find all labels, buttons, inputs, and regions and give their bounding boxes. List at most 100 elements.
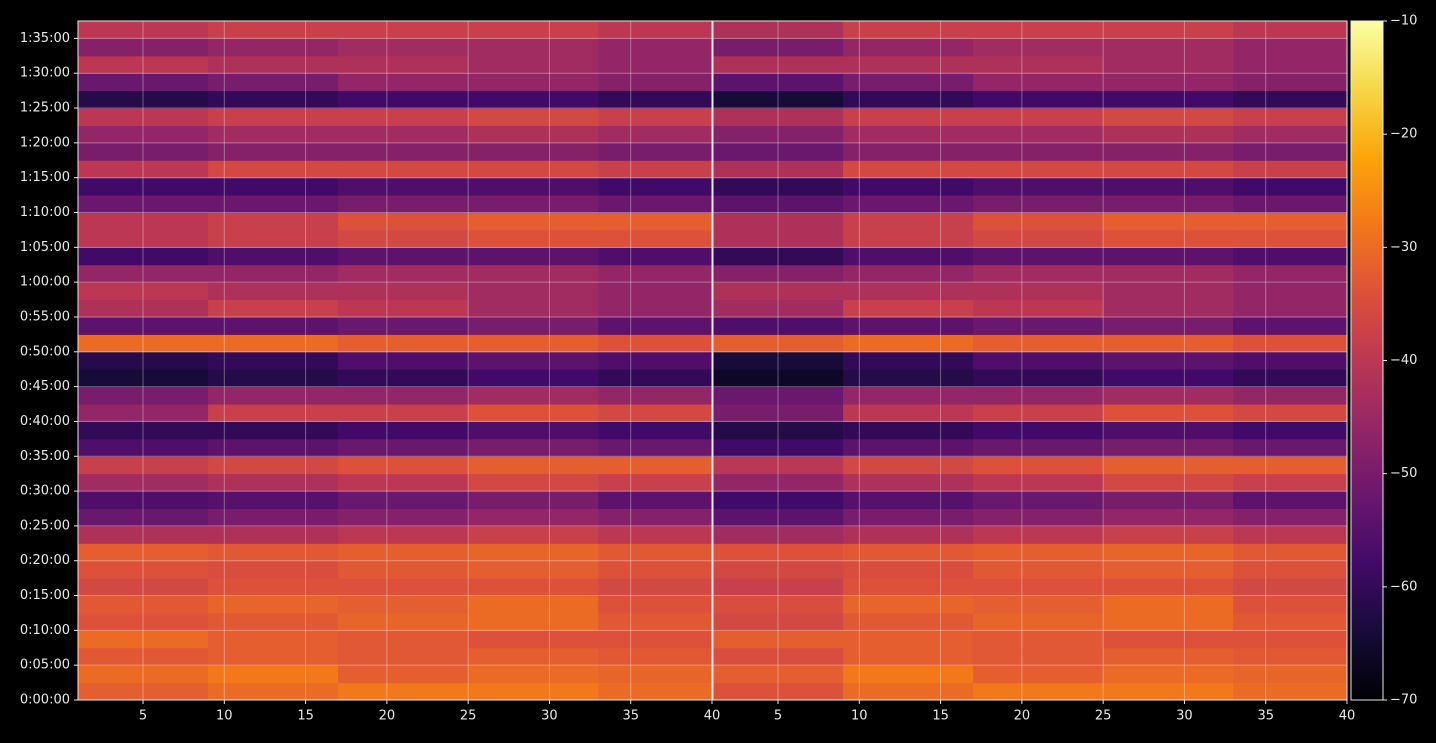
heatmap-cell xyxy=(208,177,339,196)
colorbar xyxy=(1350,20,1384,701)
heatmap-cell xyxy=(1103,595,1234,614)
heatmap-cell xyxy=(713,264,844,283)
heatmap-cell xyxy=(338,177,469,196)
heatmap-cell xyxy=(338,630,469,649)
heatmap-cell xyxy=(598,456,713,475)
heatmap-cell xyxy=(598,421,713,440)
heatmap-cell xyxy=(78,473,209,492)
heatmap-cell xyxy=(1233,73,1348,92)
heatmap-cell xyxy=(1233,38,1348,57)
heatmap-cell xyxy=(78,386,209,405)
heatmap-cell xyxy=(78,195,209,214)
heatmap-cell xyxy=(78,404,209,422)
heatmap-cell xyxy=(208,612,339,631)
heatmap-cell xyxy=(208,334,339,353)
heatmap-cell xyxy=(598,316,713,335)
heatmap-cell xyxy=(1103,177,1234,196)
heatmap-cell xyxy=(598,264,713,283)
y-tick-label: 1:05:00 xyxy=(20,240,70,255)
heatmap-cell xyxy=(78,125,209,144)
heatmap-cell xyxy=(598,38,713,57)
heatmap-cell xyxy=(468,90,599,109)
heatmap-cell xyxy=(468,351,599,370)
heatmap-cell xyxy=(843,386,974,405)
heatmap-cell xyxy=(598,404,713,422)
y-tick-label: 1:15:00 xyxy=(20,170,70,185)
heatmap-cell xyxy=(973,421,1104,440)
heatmap-cell xyxy=(338,38,469,57)
heatmap-cell xyxy=(208,473,339,492)
heatmap-cell xyxy=(713,682,844,701)
heatmap-cell xyxy=(468,142,599,161)
heatmap-cell xyxy=(598,125,713,144)
heatmap-cell xyxy=(598,177,713,196)
heatmap-cell xyxy=(1103,438,1234,457)
heatmap-cell xyxy=(713,55,844,74)
heatmap-cell xyxy=(338,543,469,562)
heatmap-cell xyxy=(78,543,209,562)
heatmap-cell xyxy=(468,438,599,457)
heatmap-cell xyxy=(78,229,209,248)
heatmap-cell xyxy=(338,560,469,579)
heatmap-cell xyxy=(468,386,599,405)
heatmap-cell xyxy=(843,282,974,301)
heatmap-cell xyxy=(78,142,209,161)
heatmap-cell xyxy=(598,595,713,614)
heatmap-cell xyxy=(973,612,1104,631)
heatmap-cell xyxy=(78,73,209,92)
heatmap-cell xyxy=(843,456,974,475)
heatmap-cell xyxy=(1103,21,1234,39)
heatmap-cell xyxy=(1103,299,1234,318)
heatmap-cell xyxy=(713,369,844,388)
heatmap-cell xyxy=(78,177,209,196)
heatmap-cell xyxy=(468,525,599,544)
heatmap-cell xyxy=(713,404,844,422)
heatmap-cell xyxy=(208,195,339,214)
heatmap-cell xyxy=(1103,386,1234,405)
heatmap-cell xyxy=(973,578,1104,597)
heatmap-cell xyxy=(843,247,974,266)
heatmap-cell xyxy=(713,578,844,597)
heatmap-cell xyxy=(208,90,339,109)
heatmap-cell xyxy=(598,508,713,527)
heatmap-cell xyxy=(843,21,974,39)
heatmap-cell xyxy=(1233,299,1348,318)
heatmap-cell xyxy=(713,508,844,527)
heatmap-cell xyxy=(468,560,599,579)
heatmap-cell xyxy=(78,491,209,509)
heatmap-cell xyxy=(468,508,599,527)
heatmap-cell xyxy=(843,90,974,109)
heatmap-cell xyxy=(713,160,844,179)
heatmap-cell xyxy=(598,647,713,666)
heatmap-cell xyxy=(843,108,974,126)
heatmap-cell xyxy=(1103,682,1234,701)
heatmap-cell xyxy=(1233,160,1348,179)
heatmap-cell xyxy=(1233,595,1348,614)
heatmap-cell xyxy=(208,578,339,597)
heatmap-cell xyxy=(713,125,844,144)
heatmap-cell xyxy=(338,438,469,457)
heatmap-cell xyxy=(338,682,469,701)
heatmap-cell xyxy=(338,282,469,301)
heatmap-cell xyxy=(1233,386,1348,405)
heatmap-cell xyxy=(973,369,1104,388)
heatmap-cell xyxy=(1233,229,1348,248)
heatmap-cell xyxy=(598,73,713,92)
heatmap-cell xyxy=(468,21,599,39)
heatmap-cell xyxy=(713,229,844,248)
heatmap-cell xyxy=(843,73,974,92)
heatmap-cell xyxy=(1233,438,1348,457)
heatmap-cell xyxy=(598,108,713,126)
heatmap-cell xyxy=(468,595,599,614)
heatmap-cell xyxy=(843,369,974,388)
heatmap-cell xyxy=(208,282,339,301)
heatmap-cell xyxy=(1233,543,1348,562)
heatmap-cell xyxy=(973,665,1104,684)
heatmap-cell xyxy=(1103,142,1234,161)
heatmap-cell xyxy=(78,630,209,649)
y-tick-label: 1:35:00 xyxy=(20,31,70,46)
heatmap-cell xyxy=(843,508,974,527)
colorbar-tick-label: −10 xyxy=(1390,14,1417,29)
heatmap-cell xyxy=(1103,612,1234,631)
